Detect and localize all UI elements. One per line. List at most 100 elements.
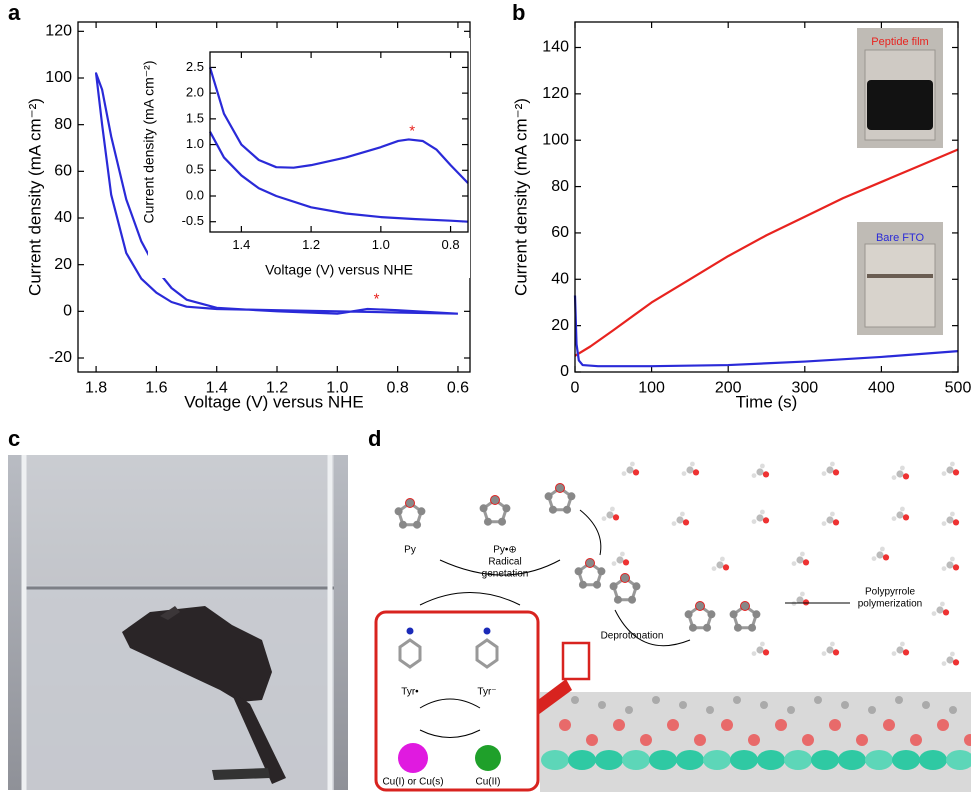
y-tick-label: 60 — [551, 224, 569, 241]
protein-helix — [703, 750, 731, 770]
diagram-label: Deprotonation — [601, 631, 664, 642]
diagram-label: Cu(I) or Cu(s) — [382, 777, 443, 788]
protein-helix — [622, 750, 650, 770]
diagram-label: Cu(II) — [476, 777, 501, 788]
x-tick-label: 300 — [791, 380, 818, 397]
atom — [950, 556, 955, 562]
atom — [652, 696, 660, 704]
protein-helix — [784, 750, 812, 770]
cu-reduced-sphere — [398, 743, 428, 773]
x-axis-label: Time (s) — [736, 392, 798, 411]
protein-helix — [541, 750, 569, 770]
annotation: * — [409, 123, 415, 140]
atom — [841, 701, 849, 709]
y-tick-label: 20 — [54, 256, 72, 273]
arrow — [439, 559, 561, 576]
carbon — [563, 505, 572, 514]
atom — [832, 649, 840, 656]
y-tick-label: 80 — [54, 116, 72, 133]
diagram-label: Radical — [488, 557, 521, 568]
tyrosine — [667, 719, 679, 731]
atom — [952, 659, 960, 666]
atom — [891, 475, 897, 480]
tyrosine — [694, 734, 706, 746]
x-axis-label: Voltage (V) versus NHE — [184, 392, 364, 411]
carbon — [544, 492, 553, 501]
atom — [832, 519, 840, 526]
x-axis-label: Voltage (V) versus NHE — [265, 262, 413, 278]
diagram-label: Tyr• — [401, 687, 419, 698]
x-tick-label: 500 — [945, 380, 971, 397]
carbon — [548, 505, 557, 514]
carbon — [703, 623, 712, 632]
protein-helix — [946, 750, 971, 770]
y-axis-label: Current density (mA cm⁻²) — [511, 98, 530, 296]
atom — [796, 596, 804, 604]
atom — [821, 651, 827, 656]
y-tick-label: 40 — [551, 271, 569, 288]
atom — [882, 554, 890, 561]
y-tick-label: 60 — [54, 163, 72, 180]
carbon — [556, 484, 564, 492]
atom — [611, 561, 617, 566]
atom — [941, 661, 947, 666]
diagram-label: Tyr⁻ — [477, 687, 496, 698]
carbon — [567, 492, 576, 501]
diagram-label: Py — [404, 545, 416, 556]
atom — [760, 641, 765, 647]
atom — [946, 656, 954, 664]
diagram-label: Py•⊕ — [493, 545, 517, 556]
highlight-box — [561, 641, 591, 681]
atom — [900, 506, 905, 512]
atom — [606, 511, 614, 519]
carbon — [586, 559, 594, 567]
benzene — [475, 638, 499, 669]
atom — [760, 701, 768, 709]
atom — [630, 461, 635, 467]
carbon — [621, 574, 629, 582]
protein-helix — [892, 750, 920, 770]
x-tick-label: 100 — [638, 380, 665, 397]
atom — [796, 556, 804, 564]
x-tick-label: 1.4 — [232, 237, 250, 252]
carbon — [748, 623, 757, 632]
atom — [690, 461, 695, 467]
carbon — [741, 602, 749, 610]
carbon — [578, 580, 587, 589]
series-line — [209, 131, 469, 223]
tyrosine — [856, 734, 868, 746]
y-tick-label: 100 — [542, 131, 569, 148]
series-line — [573, 295, 959, 368]
atom — [722, 564, 730, 571]
panel-label: d — [368, 426, 381, 451]
atom — [681, 471, 687, 476]
atom — [682, 519, 690, 526]
x-tick-label: 0.8 — [442, 237, 460, 252]
atom — [940, 601, 945, 607]
atom — [896, 470, 904, 478]
atom — [751, 519, 757, 524]
atom — [620, 551, 625, 557]
y-tick-label: 100 — [45, 69, 72, 86]
y-tick-label: 0 — [63, 303, 72, 320]
carbon — [729, 610, 738, 619]
y-tick-label: 40 — [54, 209, 72, 226]
atom — [830, 461, 835, 467]
y-tick-label: 120 — [45, 23, 72, 40]
atom — [716, 561, 724, 569]
x-tick-label: 1.8 — [85, 380, 107, 397]
atom — [876, 551, 884, 559]
atom — [686, 466, 694, 474]
x-tick-label: 0 — [571, 380, 580, 397]
atom — [598, 701, 606, 709]
atom — [950, 461, 955, 467]
carbon — [498, 517, 507, 526]
atom — [800, 551, 805, 557]
panel-label: a — [8, 0, 21, 25]
photo-film — [867, 274, 933, 278]
atom — [830, 511, 835, 517]
tyrosine — [721, 719, 733, 731]
photo-glass — [864, 243, 936, 328]
atom — [891, 651, 897, 656]
